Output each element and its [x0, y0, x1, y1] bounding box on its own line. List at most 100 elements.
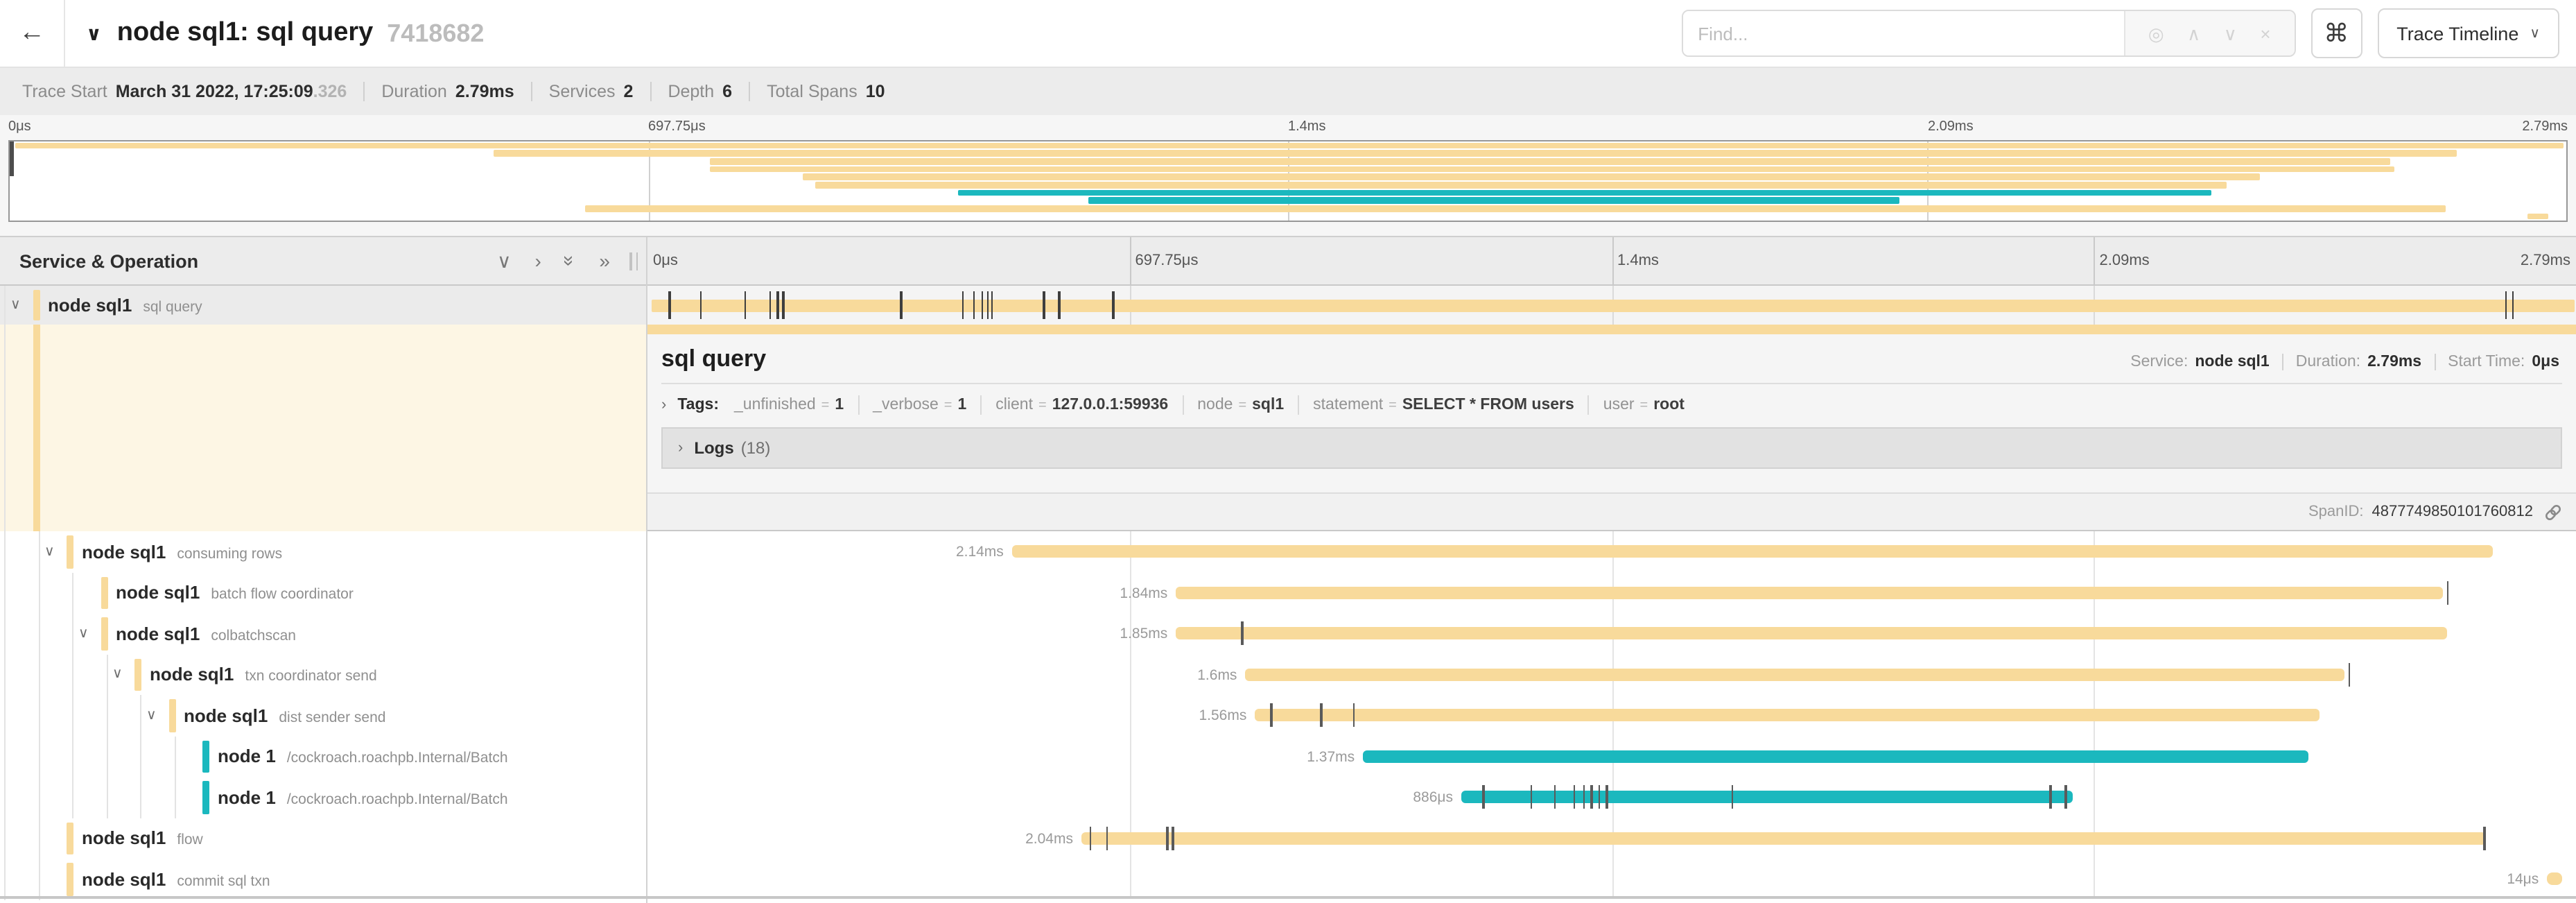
- span-log-tick: [1089, 826, 1091, 850]
- span-log-tick: [981, 291, 984, 319]
- pane-divider[interactable]: [646, 237, 647, 903]
- tree-guide-line: [4, 777, 6, 818]
- tree-guide-line: [72, 572, 73, 613]
- double-chevron-right-icon[interactable]: »: [599, 250, 610, 272]
- view-selector-button[interactable]: Trace Timeline ∨: [2377, 8, 2559, 58]
- span-duration-bar[interactable]: [1363, 750, 2308, 762]
- span-log-tick: [2505, 291, 2507, 319]
- span-log-tick: [769, 291, 772, 319]
- column-resize-grip[interactable]: [629, 252, 638, 270]
- trace-info-value: 2.79ms: [455, 82, 514, 101]
- span-duration-bar[interactable]: [2547, 872, 2563, 885]
- span-duration-bar[interactable]: [1461, 791, 2073, 803]
- span-tree-row[interactable]: node 1/cockroach.roachpb.Internal/Batch: [0, 736, 646, 777]
- span-duration-bar[interactable]: [651, 299, 2575, 311]
- span-bar-row[interactable]: 1.37ms: [647, 736, 2576, 777]
- tree-guide-line: [72, 695, 73, 736]
- chevron-down-icon[interactable]: ∨: [78, 626, 89, 642]
- tree-guide-line: [4, 572, 6, 613]
- span-log-tick: [973, 291, 975, 319]
- span-bar-row[interactable]: 2.04ms: [647, 818, 2576, 859]
- separator: [2434, 354, 2436, 370]
- chevron-right-icon: ›: [661, 397, 667, 413]
- back-button[interactable]: ←: [0, 0, 65, 67]
- chevron-right-icon[interactable]: ›: [534, 250, 541, 272]
- minimap-span-bar: [15, 142, 2564, 149]
- axis-tick-label: 697.75μs: [1135, 252, 1199, 269]
- span-log-tick: [1554, 785, 1556, 809]
- span-duration-bar[interactable]: [1176, 627, 2447, 639]
- locate-icon[interactable]: ◎: [2148, 23, 2164, 44]
- next-result-icon[interactable]: ∨: [2223, 23, 2237, 44]
- span-tree-row[interactable]: ∨ node sql1 txn coordinator send: [0, 654, 646, 695]
- span-log-tick: [699, 291, 702, 319]
- clear-search-icon[interactable]: ×: [2260, 23, 2271, 44]
- minimap-span-bar: [2527, 213, 2549, 220]
- span-tree-row[interactable]: ∨ node sql1 consuming rows: [0, 531, 646, 572]
- tag-key: user: [1603, 397, 1635, 413]
- span-tree-row[interactable]: node sql1 flow: [0, 818, 646, 859]
- span-color-accent: [134, 658, 141, 691]
- link-icon[interactable]: [2544, 503, 2562, 521]
- find-input[interactable]: [1682, 11, 2124, 55]
- tags-row[interactable]: › Tags: _unfinished = 1 _verbose = 1 client = 12…: [647, 384, 2576, 415]
- separator: [980, 395, 982, 415]
- trace-info-item: Services 2: [549, 82, 634, 101]
- span-duration-label: 1.84ms: [1120, 585, 1168, 601]
- span-log-tick: [744, 291, 746, 319]
- tree-guide-line: [4, 286, 6, 325]
- logs-row[interactable]: › Logs (18): [661, 427, 2562, 469]
- minimap-span-row: [10, 197, 2566, 205]
- span-tree-row[interactable]: node sql1 commit sql txn: [0, 859, 646, 900]
- keyboard-shortcuts-button[interactable]: ⌘: [2310, 8, 2362, 58]
- timeline-minimap[interactable]: [8, 140, 2568, 222]
- span-duration-bar[interactable]: [1176, 586, 2443, 599]
- span-tree-label: node sql1 colbatchscan: [116, 624, 296, 644]
- chevron-down-icon[interactable]: ∨: [112, 666, 123, 682]
- span-tree-row[interactable]: node sql1 batch flow coordinator: [0, 572, 646, 613]
- span-bar-row[interactable]: 886μs: [647, 777, 2576, 818]
- span-tree-row[interactable]: ∨ node sql1 sql query: [0, 286, 646, 325]
- span-bar-row[interactable]: 1.84ms: [647, 572, 2576, 613]
- chevron-down-icon[interactable]: ∨: [10, 298, 21, 313]
- span-log-tick: [1482, 785, 1485, 809]
- chevron-down-icon[interactable]: ∨: [146, 707, 157, 723]
- span-bar-row[interactable]: 14μs: [647, 859, 2576, 900]
- minimap-span-row: [10, 165, 2566, 173]
- span-bar-row[interactable]: [647, 286, 2576, 325]
- title-chevron-down-icon[interactable]: ∨: [86, 22, 102, 44]
- minimap-scrubber-handle[interactable]: [10, 141, 14, 176]
- span-bar-row[interactable]: 1.56ms: [647, 695, 2576, 736]
- minimap-span-bar: [584, 205, 2446, 212]
- span-duration-bar[interactable]: [1081, 832, 2486, 844]
- span-tree-row[interactable]: ∨ node sql1 colbatchscan: [0, 613, 646, 654]
- tag-key: _unfinished: [734, 397, 816, 413]
- span-bar-row[interactable]: 1.6ms: [647, 654, 2576, 695]
- span-id-label: SpanID:: [2308, 504, 2364, 520]
- detail-meta-value: 0μs: [2532, 354, 2559, 370]
- span-duration-bar[interactable]: [1245, 668, 2345, 680]
- span-tree-row[interactable]: ∨ node sql1 dist sender send: [0, 695, 646, 736]
- timeline-axis-header: 0μs 697.75μs 1.4ms 2.09ms 2.79ms: [647, 237, 2576, 286]
- span-log-tick: [1731, 785, 1734, 809]
- double-chevron-down-icon[interactable]: »: [559, 255, 582, 266]
- span-bar-row[interactable]: 1.85ms: [647, 613, 2576, 654]
- minimap-span-row: [10, 181, 2566, 189]
- minimap-axis-tick: 697.75μs: [648, 119, 706, 135]
- chevron-down-icon[interactable]: ∨: [44, 544, 55, 560]
- span-duration-bar[interactable]: [1255, 709, 2320, 721]
- tag-equals: =: [1038, 397, 1047, 413]
- span-tree-label: node sql1 dist sender send: [184, 705, 386, 726]
- tags-list: _unfinished = 1 _verbose = 1 client = 127.0.0.1:…: [734, 395, 1685, 415]
- tree-guide-line: [38, 613, 40, 654]
- span-detail-panel: sql query Service: node sql1 Duration: 2.79…: [647, 325, 2576, 531]
- trace-info-item: Trace Start March 31 2022, 17:25:09.326: [22, 82, 347, 101]
- chevron-down-icon[interactable]: ∨: [496, 250, 512, 272]
- span-duration-bar[interactable]: [1011, 545, 2494, 558]
- span-tree-row[interactable]: node 1/cockroach.roachpb.Internal/Batch: [0, 777, 646, 818]
- span-bar-row[interactable]: 2.14ms: [647, 531, 2576, 572]
- prev-result-icon[interactable]: ∧: [2187, 23, 2201, 44]
- span-tree-pane: Service & Operation ∨ › » » ∨ node sql1 sql q…: [0, 237, 646, 903]
- span-log-tick: [1058, 291, 1061, 319]
- selected-span-bar[interactable]: [647, 325, 2576, 334]
